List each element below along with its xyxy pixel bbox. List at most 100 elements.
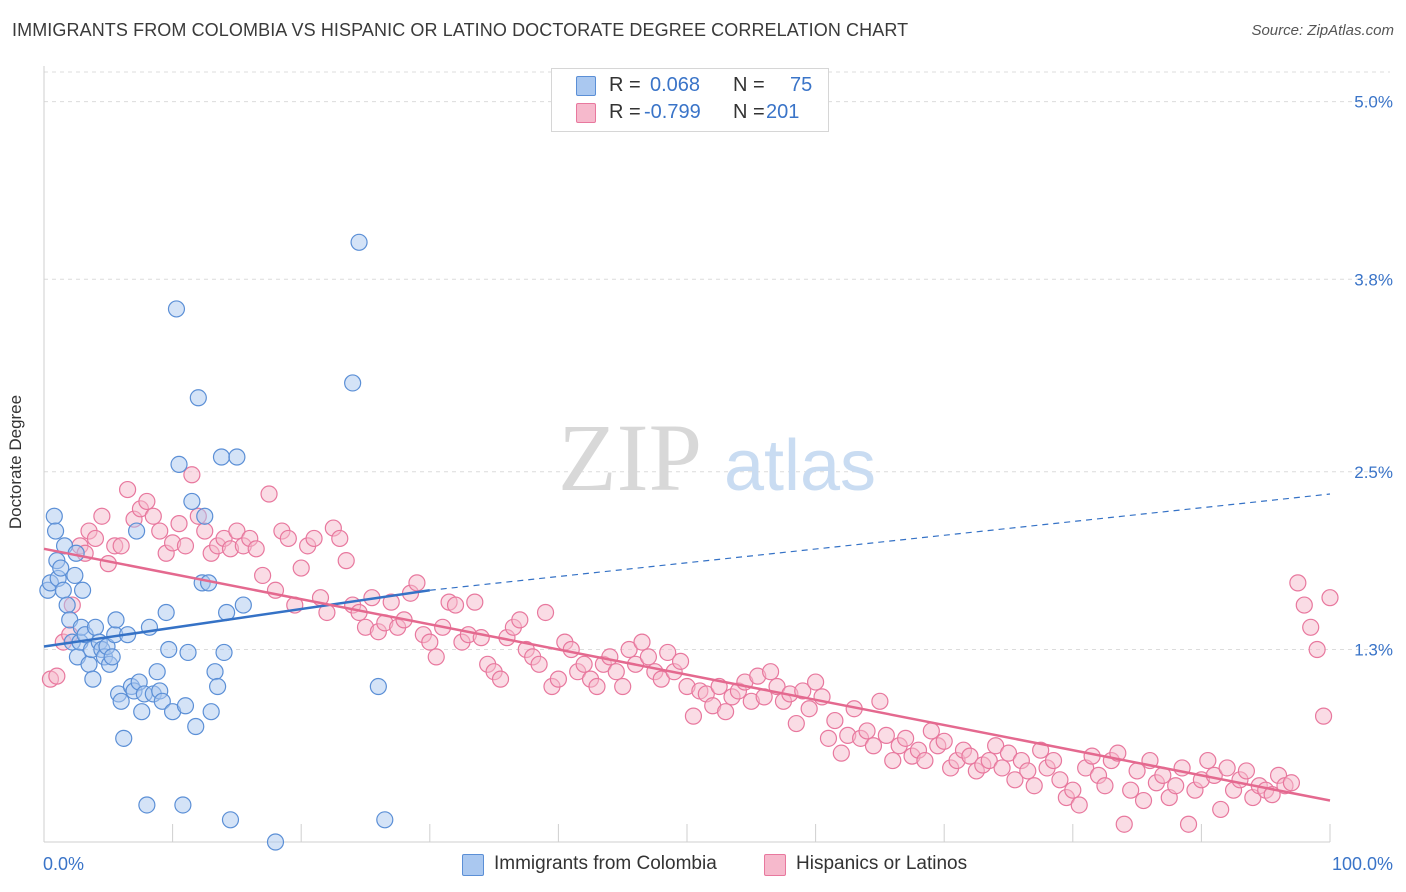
data-point-hispanic	[684, 707, 703, 725]
gridlines	[44, 71, 1390, 650]
x-tick-label-max: 100.0%	[1332, 854, 1393, 874]
data-point-hispanic	[787, 714, 805, 733]
data-point-colombia	[179, 643, 197, 662]
data-point-hispanic	[196, 522, 214, 540]
data-point-colombia	[86, 618, 105, 636]
data-point-hispanic	[279, 529, 297, 548]
data-point-hispanic	[144, 507, 162, 525]
data-point-hispanic	[826, 711, 844, 730]
data-point-colombia	[112, 692, 130, 710]
data-point-colombia	[160, 640, 178, 659]
correlation-legend: R = 0.068 N = 75 R = -0.799 N = 201	[551, 68, 829, 132]
data-point-hispanic	[427, 648, 445, 666]
data-point-hispanic	[382, 593, 400, 611]
data-point-colombia	[66, 566, 84, 585]
data-point-colombia	[157, 603, 175, 622]
legend-n-value-colombia: 75	[790, 74, 813, 96]
data-point-hispanic	[935, 732, 953, 750]
data-point-hispanic	[260, 485, 278, 503]
data-point-hispanic	[48, 667, 66, 685]
data-point-hispanic	[183, 466, 201, 484]
data-point-hispanic	[562, 640, 580, 659]
data-point-hispanic	[228, 522, 246, 540]
data-point-hispanic	[1025, 777, 1043, 795]
trend-line-hispanic	[43, 547, 1331, 802]
data-point-hispanic	[1115, 815, 1133, 833]
axes	[43, 66, 1331, 843]
data-point-hispanic	[1096, 777, 1114, 795]
data-point-colombia	[266, 833, 285, 851]
data-point-hispanic	[536, 603, 555, 622]
data-point-hispanic	[1032, 741, 1050, 759]
data-point-colombia	[174, 796, 192, 814]
data-point-hispanic	[1218, 759, 1236, 777]
data-point-colombia	[369, 677, 387, 696]
data-point-hispanic	[151, 522, 169, 540]
legend-n-value-hispanic: 201	[766, 101, 800, 123]
data-point-hispanic	[607, 663, 625, 681]
data-point-hispanic	[800, 700, 818, 718]
watermark-atlas: atlas	[724, 426, 876, 506]
data-point-hispanic	[987, 737, 1005, 755]
data-point-hispanic	[1064, 781, 1082, 799]
data-point-colombia	[376, 811, 394, 829]
legend-r-label: R =	[609, 101, 641, 123]
data-point-hispanic	[614, 677, 632, 696]
data-point-hispanic	[1070, 796, 1088, 814]
source-label: Source: ZipAtlas.com	[1251, 22, 1394, 39]
data-point-hispanic	[1134, 791, 1153, 810]
data-point-hispanic	[112, 537, 130, 555]
data-point-hispanic	[716, 703, 735, 721]
data-point-colombia	[167, 300, 186, 318]
legend-swatch-pink	[576, 103, 596, 123]
data-point-hispanic	[421, 633, 439, 651]
data-point-colombia	[228, 448, 246, 466]
data-point-hispanic	[652, 670, 670, 688]
data-point-hispanic	[549, 670, 568, 688]
data-point-hispanic	[1314, 707, 1333, 725]
data-point-hispanic	[864, 737, 883, 755]
watermark: ZIP atlas	[558, 404, 876, 511]
y-tick-label: 5.0%	[1354, 93, 1393, 112]
data-point-hispanic	[1282, 774, 1301, 792]
data-point-hispanic	[1019, 762, 1037, 780]
tick-labels: 1.3% 2.5% 3.8% 5.0% 0.0% 100.0%	[43, 93, 1393, 874]
data-point-colombia	[52, 559, 70, 577]
chart-title: IMMIGRANTS FROM COLOMBIA VS HISPANIC OR …	[12, 20, 909, 40]
data-point-colombia	[153, 692, 171, 710]
data-point-colombia	[54, 581, 72, 599]
data-point-hispanic	[138, 492, 156, 511]
data-point-colombia	[221, 811, 240, 829]
data-point-colombia	[170, 455, 188, 474]
data-point-hispanic	[1006, 771, 1024, 789]
legend-r-value-colombia: 0.068	[650, 74, 701, 96]
data-point-colombia	[344, 374, 362, 392]
data-point-colombia	[350, 233, 368, 251]
data-point-colombia	[234, 596, 252, 614]
data-point-colombia	[148, 663, 166, 681]
data-point-colombia	[189, 389, 207, 407]
data-point-colombia	[187, 717, 205, 736]
data-point-hispanic	[511, 611, 529, 629]
data-point-hispanic	[176, 537, 195, 555]
data-point-hispanic	[999, 744, 1018, 762]
data-point-hispanic	[916, 751, 934, 770]
data-point-hispanic	[832, 744, 850, 762]
data-point-hispanic	[993, 759, 1011, 777]
data-point-hispanic	[1295, 596, 1313, 614]
data-point-colombia	[212, 448, 231, 466]
data-point-hispanic	[794, 682, 812, 700]
bottom-legend-swatch-pink	[764, 854, 786, 876]
data-point-hispanic	[922, 722, 940, 740]
data-point-hispanic	[1237, 762, 1256, 780]
data-point-hispanic	[601, 648, 619, 666]
data-point-colombia	[73, 581, 92, 599]
watermark-zip: ZIP	[558, 404, 702, 511]
series-hispanics-points	[41, 466, 1339, 833]
data-point-hispanic	[819, 729, 838, 747]
data-point-hispanic	[858, 722, 876, 740]
trend-lines	[43, 493, 1331, 802]
data-point-colombia	[183, 492, 201, 511]
data-point-hispanic	[1051, 771, 1069, 789]
